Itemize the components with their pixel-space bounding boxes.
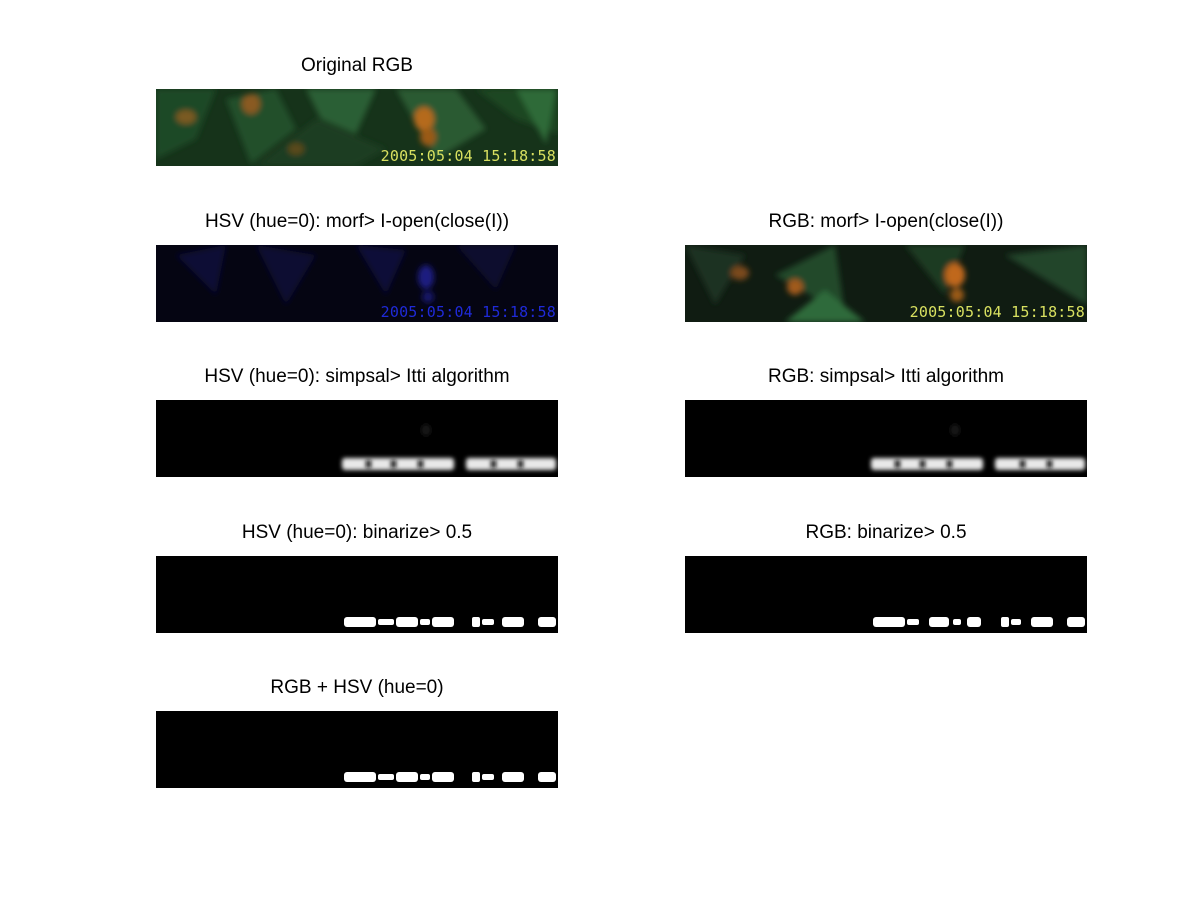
panel-title: HSV (hue=0): simpsal> Itti algorithm (204, 366, 510, 387)
panel-title: RGB + HSV (hue=0) (270, 677, 444, 698)
image-rgb-morf: 2005:05:04 15:18:58 (685, 245, 1087, 322)
image-hsv-binarize (156, 556, 558, 633)
panel-original-rgb: Original RGB 2005:05:04 15:18:58 (156, 55, 558, 166)
panel-rgb-morf: RGB: morf> I-open(close(I)) 2005:05:04 1… (685, 211, 1087, 322)
panel-title: RGB: simpsal> Itti algorithm (768, 366, 1004, 387)
image-hsv-simpsal (156, 400, 558, 477)
panel-rgb-binarize: RGB: binarize> 0.5 (685, 522, 1087, 633)
image-rgb-simpsal (685, 400, 1087, 477)
panel-rgb-simpsal: RGB: simpsal> Itti algorithm (685, 366, 1087, 477)
image-rgb-plus-hsv (156, 711, 558, 788)
image-original-rgb: 2005:05:04 15:18:58 (156, 89, 558, 166)
panel-hsv-binarize: HSV (hue=0): binarize> 0.5 (156, 522, 558, 633)
panel-title: Original RGB (301, 55, 413, 76)
panel-title: RGB: binarize> 0.5 (805, 522, 967, 543)
panel-hsv-morf: HSV (hue=0): morf> I-open(close(I)) 2005… (156, 211, 558, 322)
image-rgb-binarize (685, 556, 1087, 633)
panel-hsv-simpsal: HSV (hue=0): simpsal> Itti algorithm (156, 366, 558, 477)
timestamp-overlay: 2005:05:04 15:18:58 (910, 303, 1085, 321)
timestamp-overlay: 2005:05:04 15:18:58 (381, 147, 556, 165)
panel-title: RGB: morf> I-open(close(I)) (768, 211, 1004, 232)
image-hsv-morf: 2005:05:04 15:18:58 (156, 245, 558, 322)
panel-title: HSV (hue=0): binarize> 0.5 (241, 522, 473, 543)
timestamp-overlay: 2005:05:04 15:18:58 (381, 303, 556, 321)
panel-title: HSV (hue=0): morf> I-open(close(I)) (204, 211, 510, 232)
panel-rgb-plus-hsv: RGB + HSV (hue=0) (156, 677, 558, 788)
